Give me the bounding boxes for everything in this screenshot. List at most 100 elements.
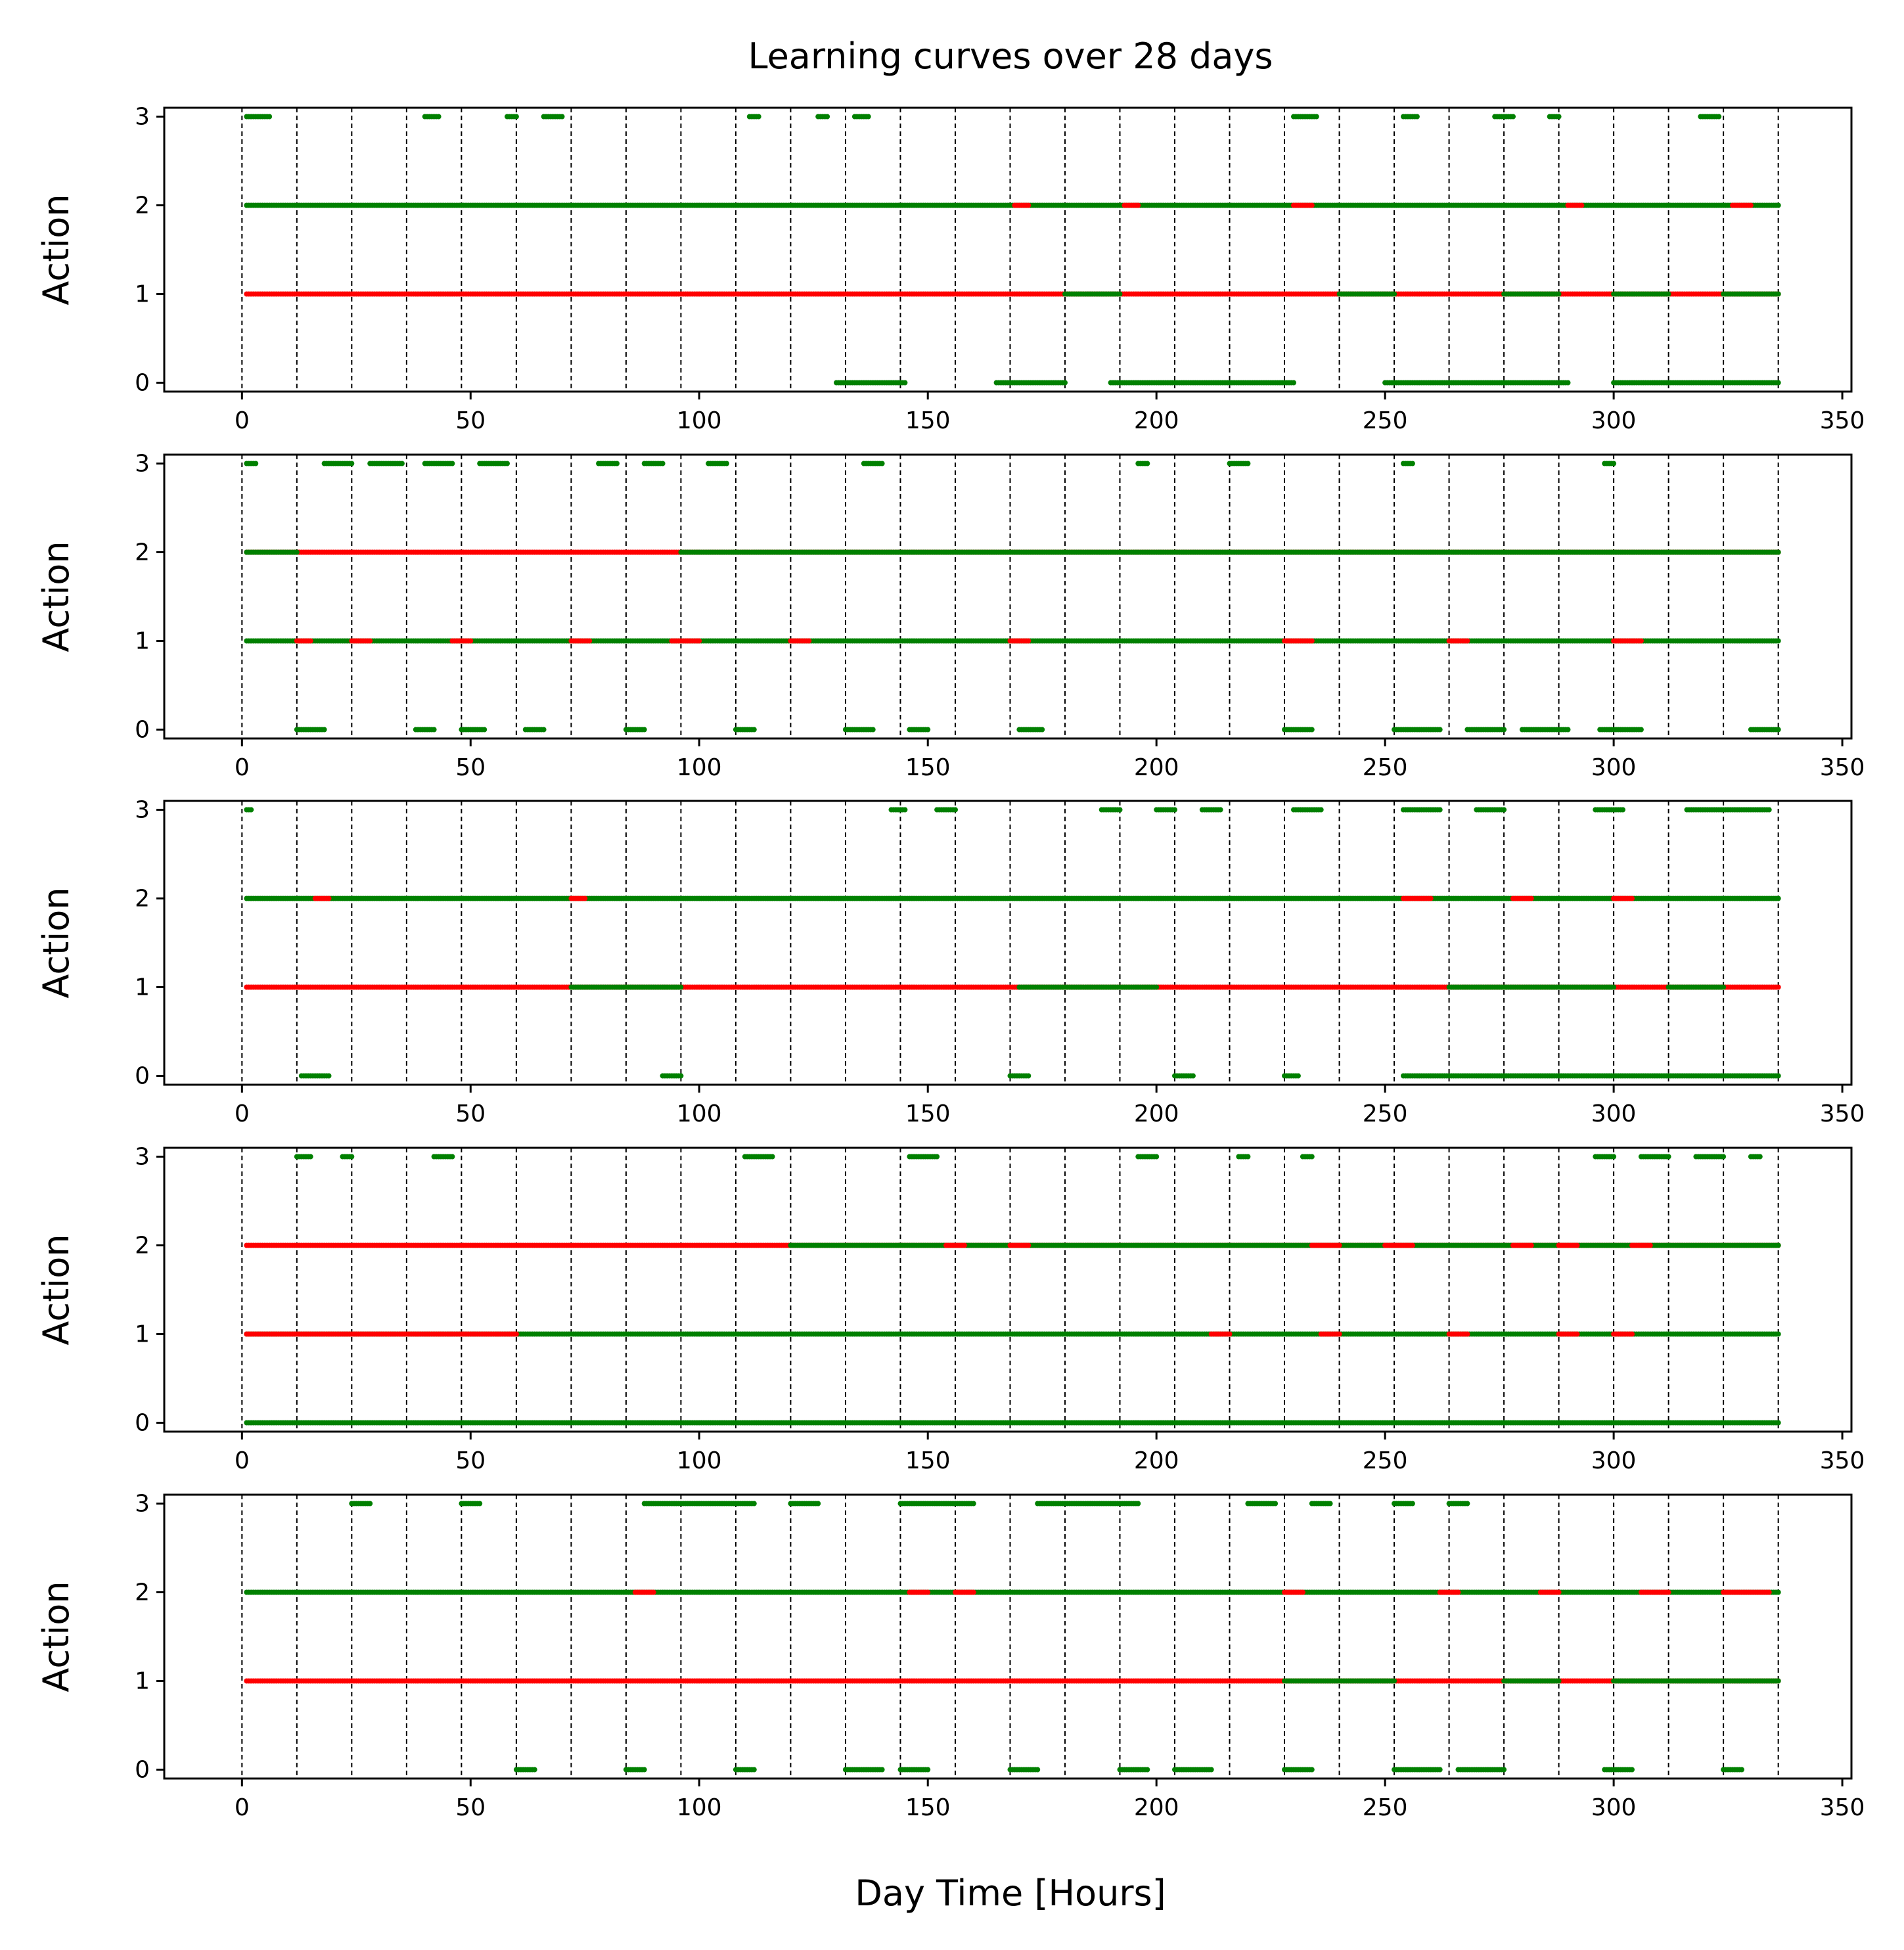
x-tick-label: 300 — [1591, 754, 1637, 781]
data-point — [1392, 291, 1397, 297]
data-point — [326, 896, 332, 901]
data-point — [1666, 291, 1671, 297]
data-point — [724, 461, 729, 466]
data-point — [1775, 727, 1781, 733]
data-point — [641, 727, 647, 733]
data-point — [870, 727, 876, 733]
x-tick-label: 350 — [1820, 754, 1865, 781]
data-point — [449, 461, 455, 466]
data-point — [1510, 114, 1516, 120]
data-point — [1117, 291, 1123, 297]
data-point — [614, 461, 620, 466]
data-point — [865, 114, 871, 120]
data-point — [1437, 727, 1443, 733]
x-tick-label: 250 — [1363, 754, 1408, 781]
data-point — [367, 638, 373, 644]
y-tick-label: 3 — [135, 104, 150, 131]
data-point — [806, 638, 812, 644]
y-tick-label: 1 — [135, 281, 150, 308]
data-point — [1414, 114, 1420, 120]
data-point — [253, 461, 259, 466]
data-point — [307, 638, 313, 644]
data-point — [756, 114, 761, 120]
y-axis-label: Action — [35, 541, 77, 652]
data-point — [925, 727, 931, 733]
data-point — [1309, 202, 1315, 208]
scatter-points — [244, 114, 1781, 386]
data-point — [399, 461, 405, 466]
x-tick-label: 150 — [905, 407, 951, 434]
figure-title: Learning curves over 28 days — [748, 35, 1273, 77]
data-point — [1565, 727, 1571, 733]
y-tick-label: 2 — [135, 193, 150, 219]
data-point — [1135, 202, 1141, 208]
data-point — [587, 638, 593, 644]
data-point — [1775, 202, 1781, 208]
data-point — [1748, 202, 1754, 208]
data-point — [267, 114, 273, 120]
data-point — [1145, 461, 1150, 466]
data-point — [696, 638, 702, 644]
y-tick-label: 1 — [135, 628, 150, 655]
y-tick-label: 2 — [135, 539, 150, 566]
data-point — [349, 461, 355, 466]
data-point — [1309, 638, 1315, 644]
data-point — [505, 461, 510, 466]
data-point — [1716, 114, 1722, 120]
data-point — [1775, 380, 1781, 386]
data-point — [1775, 638, 1781, 644]
data-point — [1039, 727, 1045, 733]
data-point — [1565, 380, 1571, 386]
data-point — [1775, 291, 1781, 297]
data-point — [1464, 638, 1470, 644]
data-point — [1556, 114, 1562, 120]
data-point — [1501, 727, 1507, 733]
data-point — [660, 461, 666, 466]
x-tick-label: 150 — [905, 754, 951, 781]
data-point — [825, 114, 830, 120]
x-tick-label: 0 — [235, 754, 250, 781]
data-point — [482, 727, 487, 733]
data-point — [1638, 727, 1644, 733]
data-point — [1409, 461, 1415, 466]
data-point — [294, 549, 300, 555]
data-point — [1309, 727, 1315, 733]
data-point — [1245, 461, 1251, 466]
x-tick-label: 250 — [1363, 407, 1408, 434]
data-point — [902, 380, 908, 386]
x-tick-label: 100 — [677, 754, 722, 781]
data-point — [1313, 114, 1319, 120]
data-point — [541, 727, 547, 733]
y-tick-label: 0 — [135, 717, 150, 744]
data-point — [1062, 380, 1068, 386]
x-tick-label: 100 — [677, 407, 722, 434]
x-tick-label: 50 — [455, 754, 486, 781]
data-point — [1291, 380, 1296, 386]
data-point — [321, 727, 327, 733]
data-point — [751, 727, 757, 733]
y-axis-label: Action — [35, 194, 77, 305]
x-tick-label: 350 — [1820, 407, 1865, 434]
data-point — [1026, 202, 1031, 208]
data-point — [1638, 638, 1644, 644]
data-point — [1775, 549, 1781, 555]
data-point — [1026, 638, 1031, 644]
y-tick-label: 0 — [135, 370, 150, 397]
x-tick-label: 300 — [1591, 407, 1637, 434]
data-point — [513, 114, 519, 120]
data-point — [431, 727, 437, 733]
data-point — [468, 638, 474, 644]
data-point — [436, 114, 442, 120]
data-point — [1775, 896, 1781, 901]
y-tick-label: 3 — [135, 451, 150, 478]
data-point — [559, 114, 565, 120]
data-point — [879, 461, 885, 466]
data-point — [1579, 202, 1585, 208]
data-point — [1611, 461, 1617, 466]
x-tick-label: 0 — [235, 407, 250, 434]
x-tick-label: 50 — [455, 407, 486, 434]
data-point — [1556, 291, 1562, 297]
